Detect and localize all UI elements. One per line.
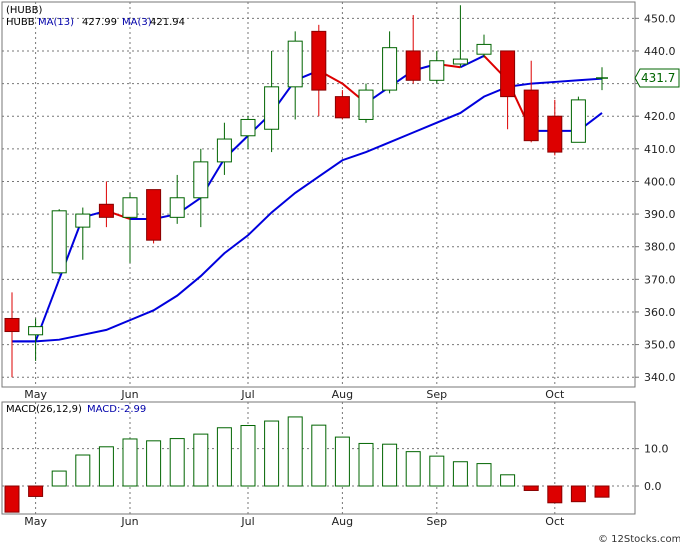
price-x-label: May (24, 388, 47, 401)
macd-bar (51, 470, 67, 487)
candle-body (382, 47, 398, 91)
price-x-label: Aug (332, 388, 353, 401)
macd-bar (193, 433, 209, 487)
legend-ma13-label: MA(13) (38, 17, 74, 28)
ma3-segment (459, 54, 485, 69)
candle-body (98, 203, 114, 218)
candle-body (75, 213, 91, 228)
legend-ma3-value: 421.94 (150, 17, 185, 28)
candle-body (405, 50, 421, 81)
macd-bar (429, 455, 445, 487)
price-tick-label: 440.0 (644, 45, 676, 58)
candle-body (429, 60, 445, 81)
candle-body (193, 161, 209, 199)
legend-symbol: HUBB (6, 17, 35, 28)
price-tick-label: 450.0 (644, 12, 676, 25)
candle-body (264, 86, 280, 130)
price-tick-label: 380.0 (644, 241, 676, 254)
macd-bar (4, 485, 20, 513)
candle-body (169, 197, 185, 218)
macd-x-label: May (24, 515, 47, 528)
price-tick-label: 410.0 (644, 143, 676, 156)
watermark: © 12Stocks.com (598, 534, 680, 545)
price-x-axis: May Jun Jul Aug Sep Oct (24, 388, 565, 401)
candle-body (547, 115, 563, 153)
legend-ma13-value: 427.99 (82, 17, 117, 28)
price-tick-label: 400.0 (644, 175, 676, 188)
macd-tick-label: 10.0 (644, 443, 669, 456)
macd-x-label: Oct (545, 515, 565, 528)
macd-bar (264, 420, 280, 487)
macd-bar (146, 440, 162, 487)
price-marker-box (634, 68, 680, 88)
price-panel-frame (1, 1, 636, 388)
candle-body (452, 58, 468, 65)
price-tick-label: 420.0 (644, 110, 676, 123)
macd-label: MACD(26,12,9) (6, 404, 82, 415)
macd-bar (452, 461, 468, 487)
price-x-label: Jun (120, 388, 138, 401)
price-tick-label: 360.0 (644, 306, 676, 319)
macd-bar (334, 436, 350, 487)
price-tick-label: 340.0 (644, 371, 676, 384)
macd-y-axis: 0.0 10.0 (635, 443, 669, 493)
candle-body (334, 96, 350, 119)
candle-body (216, 138, 232, 163)
macd-bar (547, 485, 563, 504)
macd-bar (358, 442, 374, 487)
macd-bars (4, 416, 610, 513)
macd-bar (570, 485, 586, 503)
candle-body (4, 317, 20, 333)
current-price-marker: 431.7 (634, 68, 680, 88)
macd-x-label: Sep (426, 515, 447, 528)
macd-bar (500, 474, 516, 487)
macd-x-label: Aug (332, 515, 353, 528)
macd-bar (240, 425, 256, 487)
candle-body (476, 43, 492, 55)
macd-bar (98, 446, 114, 487)
candle-body (240, 118, 256, 137)
macd-bar (169, 438, 185, 487)
price-marker-value: 431.7 (641, 71, 675, 85)
legend-ma3-label: MA(3) (122, 17, 152, 28)
macd-bar (594, 485, 610, 498)
candlesticks (4, 5, 608, 378)
macd-x-axis: May Jun Jul Aug Sep Oct (24, 515, 565, 528)
candle-body (122, 197, 138, 218)
price-x-label: Oct (545, 388, 565, 401)
macd-bar (287, 416, 303, 487)
price-tick-label: 350.0 (644, 339, 676, 352)
macd-bar (476, 463, 492, 487)
macd-tick-label: 0.0 (644, 480, 662, 493)
candle-body (287, 40, 303, 88)
macd-bar (382, 443, 398, 487)
macd-bar (122, 438, 138, 487)
candle-body (146, 189, 162, 241)
price-tick-label: 390.0 (644, 208, 676, 221)
macd-bar (216, 427, 232, 487)
macd-x-label: Jun (120, 515, 138, 528)
candle-body (358, 89, 374, 120)
macd-bar (523, 485, 539, 491)
price-x-label: Jul (240, 388, 254, 401)
candle-body (570, 99, 586, 143)
candle-body (51, 210, 67, 274)
ticker-label: (HUBB) (6, 5, 42, 16)
macd-panel-frame (1, 401, 636, 515)
price-tick-label: 370.0 (644, 273, 676, 286)
macd-x-label: Jul (240, 515, 254, 528)
macd-bar (405, 451, 421, 487)
macd-value-label: MACD:-2.99 (87, 404, 146, 415)
candle-body (311, 30, 327, 91)
candle-body (523, 89, 539, 142)
price-x-label: Sep (426, 388, 447, 401)
macd-bar (28, 485, 44, 497)
candle-body (500, 50, 516, 98)
candle-body (28, 326, 44, 336)
macd-bar (75, 454, 91, 487)
macd-bar (311, 424, 327, 487)
